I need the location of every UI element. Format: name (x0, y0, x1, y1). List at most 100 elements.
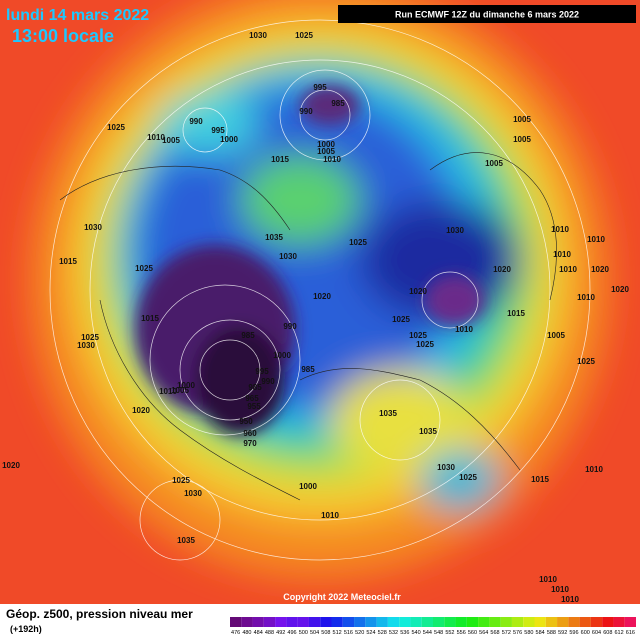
isobar-label: 1000 (317, 140, 335, 149)
colorbar-label: 524 (366, 630, 375, 636)
colorbar-label: 616 (626, 630, 635, 636)
isobar-label: 970 (243, 439, 257, 448)
colorbar-label: 592 (558, 630, 567, 636)
colorbar-swatch (568, 617, 580, 627)
isobar-label: 1015 (141, 314, 159, 323)
isobar-label: 1020 (611, 285, 629, 294)
footer-lead: (+192h) (10, 624, 42, 634)
colorbar-label: 516 (344, 630, 353, 636)
isobar-label: 990 (299, 107, 313, 116)
colorbar-label: 540 (411, 630, 420, 636)
colorbar-label: 608 (603, 630, 612, 636)
isobar-label: 1035 (419, 427, 437, 436)
colorbar-label: 532 (389, 630, 398, 636)
isobar-label: 995 (255, 367, 269, 376)
isobar-label: 1025 (172, 476, 190, 485)
isobar-label: 1020 (132, 406, 150, 415)
colorbar-label: 484 (254, 630, 263, 636)
colorbar-swatch (399, 617, 411, 627)
isobar-label: 960 (243, 429, 257, 438)
colorbar-label: 544 (423, 630, 432, 636)
isobar-label: 965 (245, 394, 259, 403)
isobar-label: 995 (211, 126, 225, 135)
colorbar-label: 600 (581, 630, 590, 636)
isobar-label: 1010 (587, 235, 605, 244)
colorbar-swatch (308, 617, 321, 627)
colorbar-swatch (286, 617, 298, 627)
isobar-label: 1010 (455, 325, 473, 334)
colorbar-label: 488 (265, 630, 274, 636)
isobar-label: 995 (313, 83, 327, 92)
colorbar: 476 480 484 488 492 496 500 504 508 512 516 520 524 5… (230, 617, 636, 636)
isobar-label: 1005 (547, 331, 565, 340)
colorbar-swatch (613, 617, 625, 627)
isobar-label: 1025 (295, 31, 313, 40)
colorbar-label: 480 (242, 630, 251, 636)
isobar-label: 1010 (551, 225, 569, 234)
colorbar-swatch (342, 617, 355, 627)
colorbar-label: 568 (490, 630, 499, 636)
isobar-label: 1005 (171, 386, 189, 395)
isobar-label: 1010 (159, 387, 177, 396)
colorbar-swatch (421, 617, 433, 627)
colorbar-swatch (241, 617, 253, 627)
isobar-label: 1025 (416, 340, 434, 349)
isobar-label: 985 (331, 99, 345, 108)
colorbar-label: 520 (355, 630, 364, 636)
colorbar-label: 588 (547, 630, 556, 636)
isobar-label: 1030 (84, 223, 102, 232)
colorbar-swatch (410, 617, 422, 627)
isobar-label: 1030 (249, 31, 267, 40)
isobar-label: 1010 (147, 133, 165, 142)
colorbar-label: 492 (276, 630, 285, 636)
colorbar-label: 584 (536, 630, 545, 636)
colorbar-swatch (455, 617, 467, 627)
isobar-label: 1010 (561, 595, 579, 604)
isobar-label: 1000 (273, 351, 291, 360)
isobar-label: 1010 (321, 511, 339, 520)
isobar-label: 1020 (493, 265, 511, 274)
colorbar-swatch (545, 617, 558, 627)
isobar-label: 1000 (177, 381, 195, 390)
colorbar-label: 496 (287, 630, 296, 636)
colorbar-swatch (466, 617, 479, 627)
isobar-label: 1010 (539, 575, 557, 584)
isobar-label: 1005 (513, 135, 531, 144)
colorbar-swatch (602, 617, 614, 627)
isobar-label: 950 (239, 417, 253, 426)
isobar-labels: 1030 102599598599099099510001010100510251… (2, 31, 629, 604)
colorbar-label: 536 (400, 630, 409, 636)
footer-title: Géop. z500, pression niveau mer (6, 607, 193, 621)
colorbar-label: 580 (524, 630, 533, 636)
colorbar-swatch (387, 617, 400, 627)
isobar-label: 1015 (507, 309, 525, 318)
coastlines (59, 152, 557, 501)
colorbar-label: 560 (468, 630, 477, 636)
colorbar-label: 596 (569, 630, 578, 636)
isobar-label: 1010 (551, 585, 569, 594)
colorbar-label: 604 (592, 630, 601, 636)
isobar-label: 1000 (299, 482, 317, 491)
isobar-label: 1025 (81, 333, 99, 342)
colorbar-label: 512 (333, 630, 342, 636)
isobar-label: 1015 (271, 155, 289, 164)
isobar-label: 1025 (392, 315, 410, 324)
colorbar-label: 476 (231, 630, 240, 636)
isobars (49, 19, 591, 561)
map-date: lundi 14 mars 2022 (6, 7, 149, 24)
map-time: 13:00 locale (12, 26, 114, 46)
isobar-label: 985 (248, 383, 262, 392)
colorbar-swatch (557, 617, 569, 627)
copyright: Copyright 2022 Meteociel.fr (283, 592, 401, 602)
isobar-label: 1025 (107, 123, 125, 132)
colorbar-label: 504 (310, 630, 319, 636)
colorbar-swatch (444, 617, 456, 627)
colorbar-label: 500 (299, 630, 308, 636)
isobar-label: 985 (301, 365, 315, 374)
colorbar-swatch (297, 617, 309, 627)
isobar-label: 1010 (559, 265, 577, 274)
isobar-label: 990 (261, 377, 275, 386)
isobar-label: 1035 (379, 409, 397, 418)
